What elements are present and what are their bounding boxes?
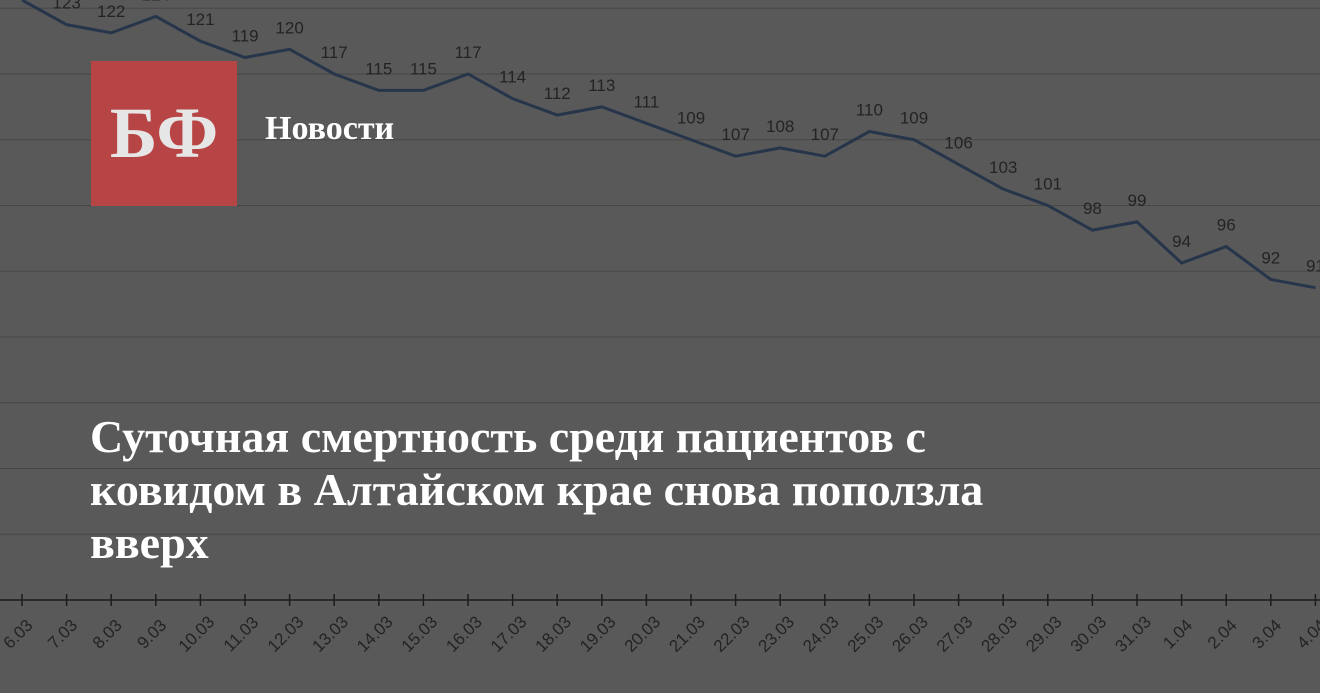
logo[interactable]: БФ [91,61,237,206]
headline-line: Суточная смертность среди пациентов с [90,411,926,462]
headline-line: вверх [90,517,209,568]
headline-line: ковидом в Алтайском крае снова поползла [90,464,984,515]
headline: Суточная смертность среди пациентов с ко… [90,410,1270,569]
section-label[interactable]: Новости [265,110,395,147]
